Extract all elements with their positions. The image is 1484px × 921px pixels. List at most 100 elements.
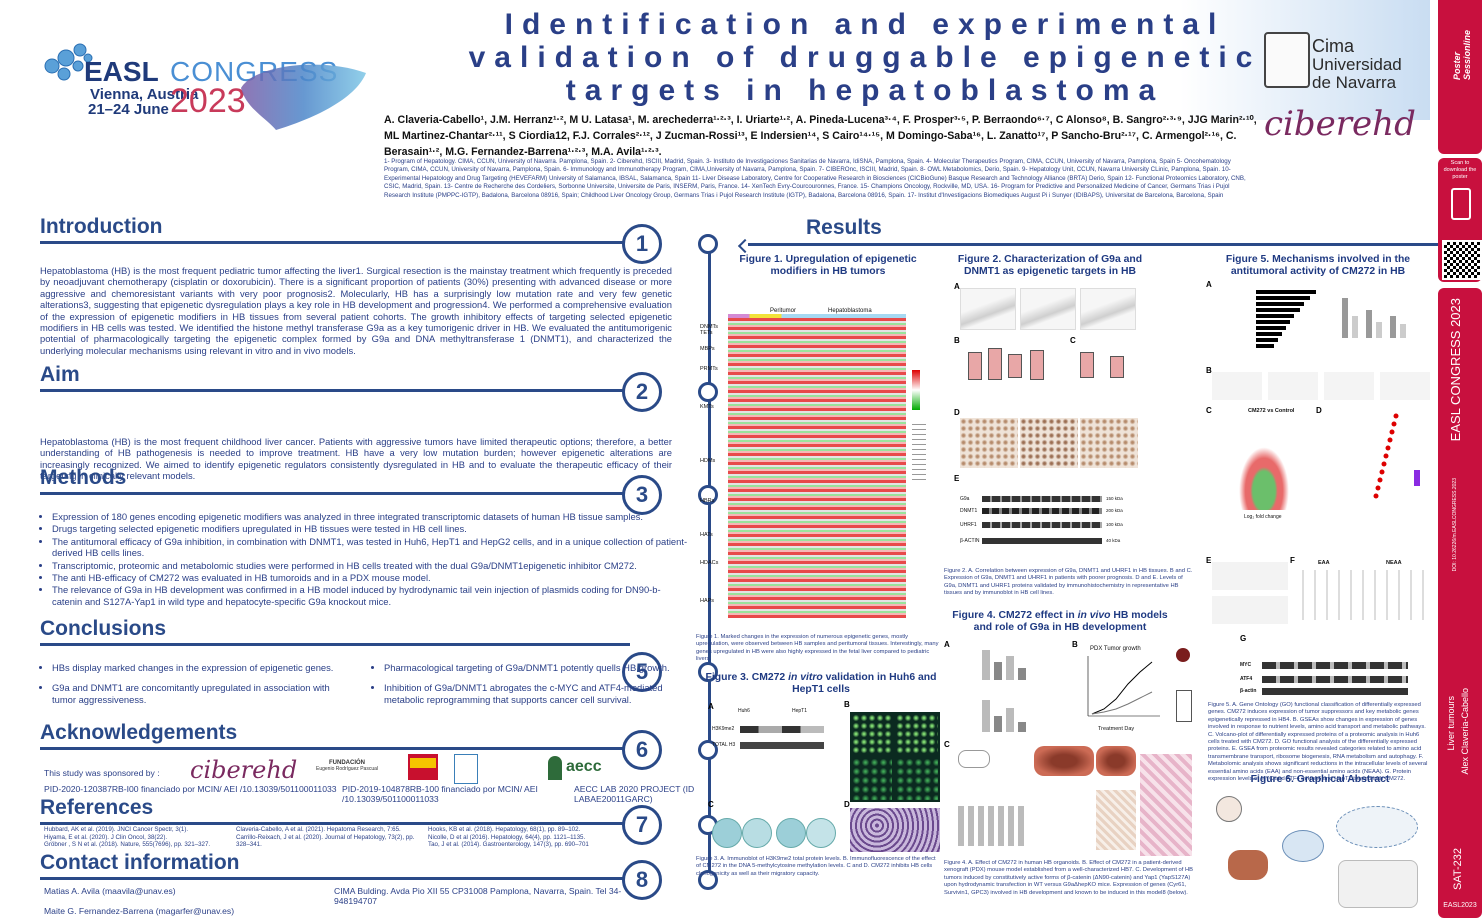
heatmap-color-scale: [912, 370, 920, 410]
qr-code[interactable]: [1442, 240, 1482, 280]
contact-person-2: Maite G. Fernandez-Barrena (magarfer@una…: [44, 906, 235, 916]
blot-band: [1262, 688, 1408, 695]
bar: [1006, 656, 1014, 680]
figure-4-title-b: HB models and role of G9a in HB developm…: [973, 610, 1168, 633]
section-number-8: 8: [622, 860, 662, 900]
blot-band: [1262, 676, 1408, 683]
methods-item: Transcriptomic, proteomic and metabolomi…: [52, 560, 688, 571]
figure-4-caption: Figure 4. A. Effect of CM272 in human HB…: [944, 860, 1194, 896]
sidebar-congress: EASL CONGRESS 2023: [1448, 298, 1463, 442]
fig2-kda: 200 kDa: [1106, 508, 1123, 513]
cell-icon: [1282, 830, 1324, 862]
congress-location: Vienna, Austria: [90, 86, 199, 103]
reference-item: Tao, J et al. (2014). Gastroenterology, …: [428, 841, 589, 849]
ciberehd-logo: ciberehd: [1264, 104, 1416, 144]
figure-2-boxplots: [960, 344, 1140, 396]
heatmap-col-label: Hepatoblastoma: [828, 308, 872, 314]
figure-3-clonogenic: [712, 812, 836, 848]
section-number-2: 2: [622, 372, 662, 412]
figure-5-dotplot: [1373, 413, 1420, 499]
tumor-image: [1176, 648, 1190, 662]
bar: [1256, 338, 1278, 342]
fig2-kda: 100 kDa: [1106, 522, 1123, 527]
bar: [994, 716, 1002, 732]
figure-1-caption: Figure 1. Marked changes in the expressi…: [696, 634, 939, 663]
figure-3-title-b: validation in Huh6 and HepT1 cells: [792, 672, 937, 695]
conclusion-item: Pharmacological targeting of G9a/DNMT1 p…: [384, 662, 686, 674]
bar: [982, 650, 990, 680]
blot-band: [982, 508, 1102, 514]
affiliations: 1- Program of Hepatology. CIMA, CCUN, Un…: [384, 158, 1246, 199]
posters-logo: Poster Sessionline: [1452, 30, 1472, 81]
fig3-blot-row: TOTAL H3: [712, 742, 736, 748]
timeline-node-5: [698, 662, 718, 682]
conclusions-right-list: Pharmacological targeting of G9a/DNMT1 p…: [370, 662, 686, 707]
figure-4-title: Figure 4. CM272 effect in in vivo HB mod…: [950, 610, 1170, 634]
scan-label: Scan to download the poster: [1443, 160, 1477, 180]
sidebar-footer: EASL2023: [1443, 902, 1477, 909]
poster-title: Identification and experimental validati…: [468, 8, 1262, 107]
well-image: [806, 818, 836, 848]
bar-chart: [958, 806, 1028, 846]
volcano-xlabel: Log₂ fold change: [1244, 514, 1282, 520]
sidebar-scan-tab: Scan to download the poster: [1438, 158, 1482, 282]
mouse-icon: [958, 750, 990, 768]
bar: [1018, 668, 1026, 680]
heatmap-group-label: HAPs: [700, 598, 715, 604]
reference-item: Carrillo-Reixach, J et al. (2020). Journ…: [236, 833, 415, 849]
sidebar-top-tab: Poster Sessionline: [1438, 0, 1482, 154]
bar: [1400, 324, 1406, 338]
timeline-node-1: [698, 234, 718, 254]
if-image: [852, 714, 892, 754]
figure-2-blot: G9a DNMT1 UHRF1 β-ACTIN 150 kDa 200 kDa …: [960, 484, 1140, 548]
conclusion-item: Inhibition of G9a/DNMT1 abrogates the c-…: [384, 682, 686, 706]
methods-item: Drugs targeting selected epigenetic modi…: [52, 523, 688, 534]
boxplot-box: [1008, 354, 1022, 378]
conclusions-heading: Conclusions: [40, 617, 167, 640]
figure-3-title-em: in vitro: [788, 672, 823, 683]
aim-heading: Aim: [40, 363, 80, 386]
fig2-blot-row: G9a: [960, 496, 970, 502]
well-image: [776, 818, 806, 848]
blot-band: [982, 522, 1102, 528]
scatter-panel: [1080, 288, 1136, 330]
fig5-blot-row: ATF4: [1240, 676, 1253, 682]
results-heading: Results: [806, 216, 882, 239]
contact-rule: [40, 877, 630, 880]
timeline-node-3: [698, 485, 718, 505]
bar: [1390, 316, 1396, 338]
introduction-heading: Introduction: [40, 215, 163, 238]
easl-wordmark: EASL: [84, 56, 159, 87]
bar: [1256, 296, 1310, 300]
liver-image: [1096, 746, 1136, 776]
figure-5-blot: MYC ATF4 β-actin: [1240, 640, 1432, 696]
references-rule: [40, 822, 630, 825]
grant-1: PID-2020-120387RB-I00 financiado por MCI…: [44, 784, 337, 794]
bar: [1366, 310, 1372, 338]
if-image: [896, 758, 938, 800]
contact-heading: Contact information: [40, 851, 240, 874]
liver-image: [1034, 746, 1094, 776]
heatmap-group-label: HDMs: [700, 458, 716, 464]
reference-item: Hiyama, E et al. (2020). J Clin Oncol, 3…: [44, 833, 168, 841]
figure-5-go-bars: [1212, 286, 1432, 362]
figure-3-migration: [850, 808, 940, 852]
bar: [1342, 298, 1348, 338]
timeline-node-6: [698, 740, 718, 760]
sidebar-topic: Liver tumours: [1446, 696, 1456, 751]
congress-dates: 21–24 June: [88, 101, 169, 118]
timeline-line: [708, 250, 711, 880]
section-number-6: 6: [622, 730, 662, 770]
universidad-navarra-seal-icon: [1264, 32, 1310, 88]
ihc-image: [960, 418, 1018, 468]
sidebar-code: SAT-232: [1452, 848, 1464, 890]
bar: [1256, 320, 1290, 324]
boxplot-box: [1110, 356, 1124, 378]
boxplot-box: [988, 348, 1002, 380]
ciberehd-sponsor-logo: ciberehd: [190, 756, 298, 784]
references-col-3: Hooks, KB et al. (2018). Hepatology, 68(…: [428, 826, 618, 849]
pdx-title: PDX Tumor growth: [1090, 646, 1141, 652]
pdx-growth-chart: [1087, 656, 1160, 717]
aecc-logo: aecc: [566, 758, 602, 775]
figure-6-title: Figure 6. Graphical Abstract: [1250, 774, 1390, 785]
